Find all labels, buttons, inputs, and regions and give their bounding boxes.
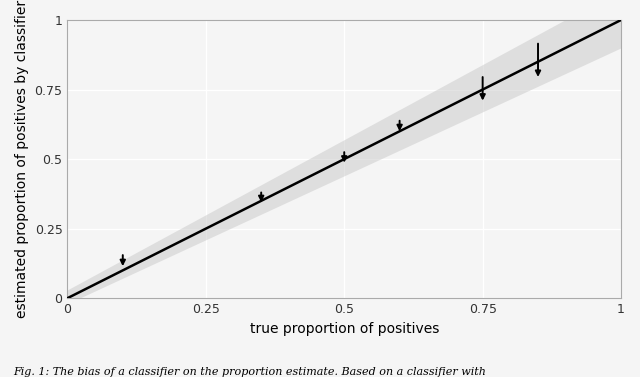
Text: Fig. 1: The bias of a classifier on the proportion estimate. Based on a classifi: Fig. 1: The bias of a classifier on the …	[13, 367, 486, 377]
Y-axis label: estimated proportion of positives by classifier: estimated proportion of positives by cla…	[15, 0, 29, 318]
X-axis label: true proportion of positives: true proportion of positives	[250, 322, 439, 336]
